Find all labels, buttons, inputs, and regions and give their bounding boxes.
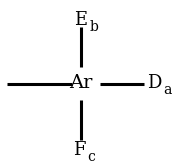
Text: b: b bbox=[90, 20, 99, 34]
Text: F: F bbox=[73, 141, 86, 159]
Text: a: a bbox=[163, 83, 171, 97]
Text: c: c bbox=[87, 150, 95, 164]
Text: D: D bbox=[147, 74, 161, 93]
Text: E: E bbox=[75, 11, 87, 29]
Text: Ar: Ar bbox=[69, 74, 93, 93]
